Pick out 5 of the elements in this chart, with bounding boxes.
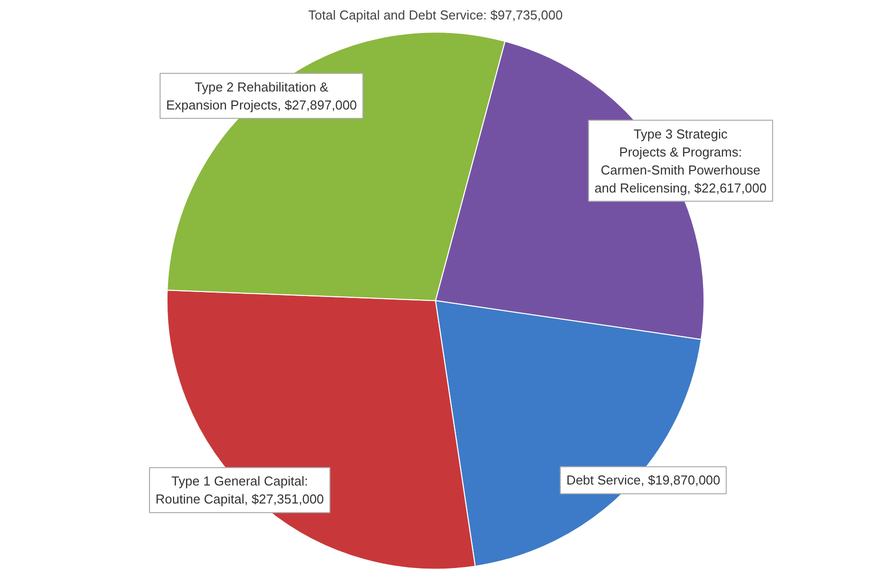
slice-label: Type 3 Strategic Projects & Programs: Carmen-Smith Powerhouse and Relicensing, $22,617,000 (594, 126, 767, 196)
chart-subtitle: Total Capital and Debt Service: $97,735,000 (308, 8, 563, 22)
slice-label: Debt Service, $19,870,000 (566, 472, 720, 488)
slice-label: Type 2 Rehabilitation & Expansion Projects, $27,897,000 (166, 79, 357, 112)
slice-label: Type 1 General Capital: Routine Capital, $27,351,000 (155, 474, 324, 507)
